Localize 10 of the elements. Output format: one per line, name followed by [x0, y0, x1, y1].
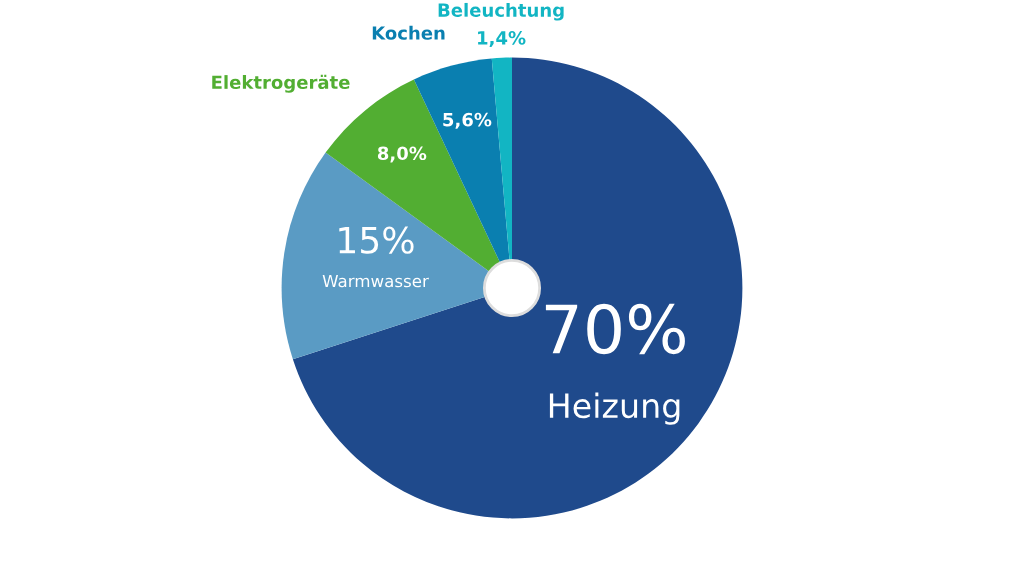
data-label: 15%: [339, 226, 414, 254]
data-label: 8,0%: [377, 146, 427, 163]
data-label: 70%: [545, 303, 685, 355]
slice-label: Elektrogeräte: [212, 74, 350, 93]
slice-label: Beleuchtung: [438, 2, 564, 21]
slice-label: Kochen: [372, 25, 445, 40]
slice-label: Heizung: [549, 392, 680, 425]
data-label: 5,6%: [443, 112, 492, 129]
slice-label: Warmwasser: [322, 274, 429, 288]
data-label: 1,4%: [478, 30, 526, 47]
